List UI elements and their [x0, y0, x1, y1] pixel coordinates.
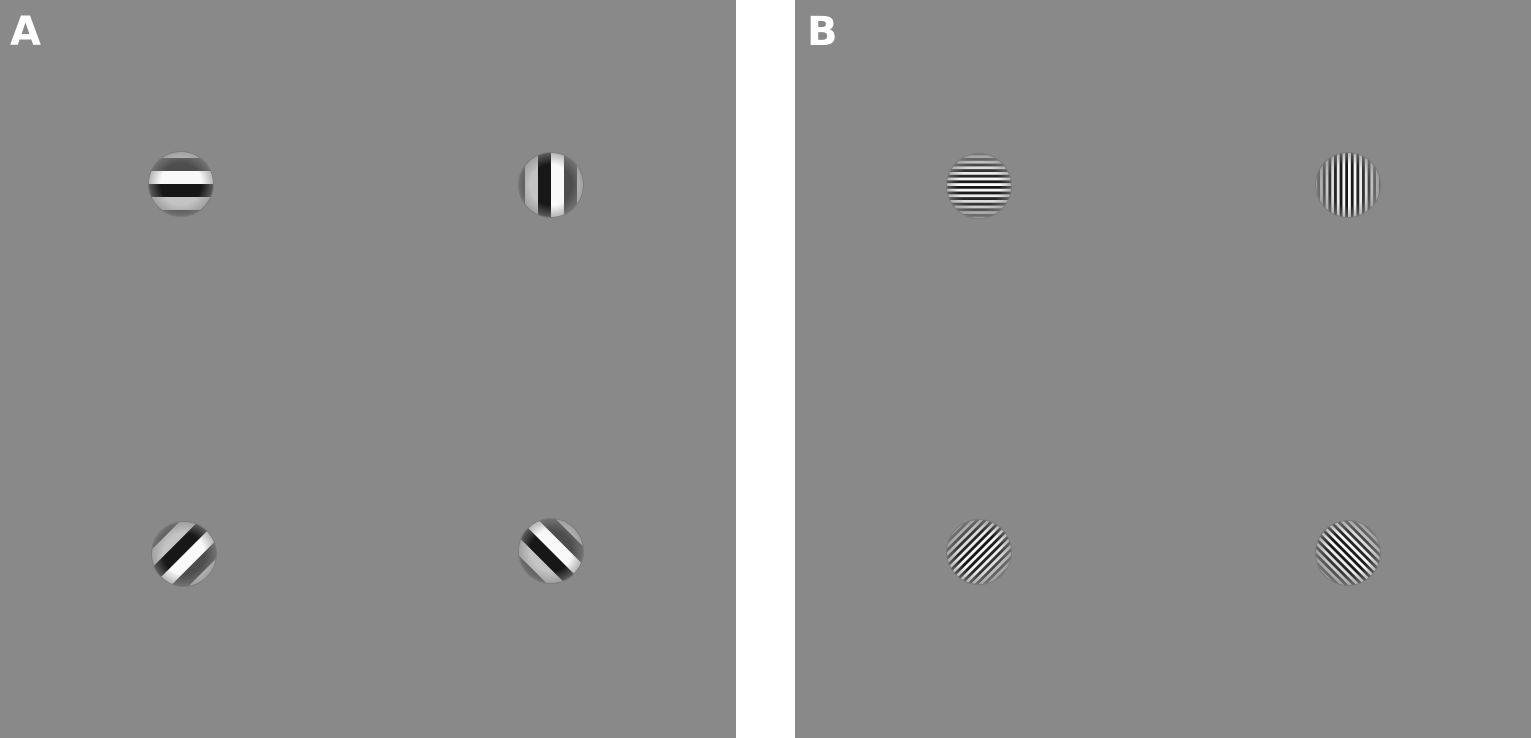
gabor-patch-top-left	[148, 151, 214, 217]
gabor-patch-top-left	[946, 153, 1012, 219]
panel-b-stimuli	[946, 152, 1381, 586]
gabor-patch-top-right	[1315, 152, 1381, 218]
gabor-patch-bottom-right	[1315, 520, 1381, 586]
panel-label-b: B	[807, 9, 838, 55]
gabor-patch-top-right	[518, 152, 584, 218]
panel-b: B	[795, 0, 1531, 738]
panel-a-stimuli	[148, 151, 584, 587]
gabor-patch-bottom-left	[151, 521, 217, 587]
gabor-patch-bottom-left	[946, 519, 1012, 585]
gabor-patch-bottom-right	[518, 518, 584, 584]
panel-label-a: A	[10, 9, 41, 55]
panel-a: A	[0, 0, 736, 738]
